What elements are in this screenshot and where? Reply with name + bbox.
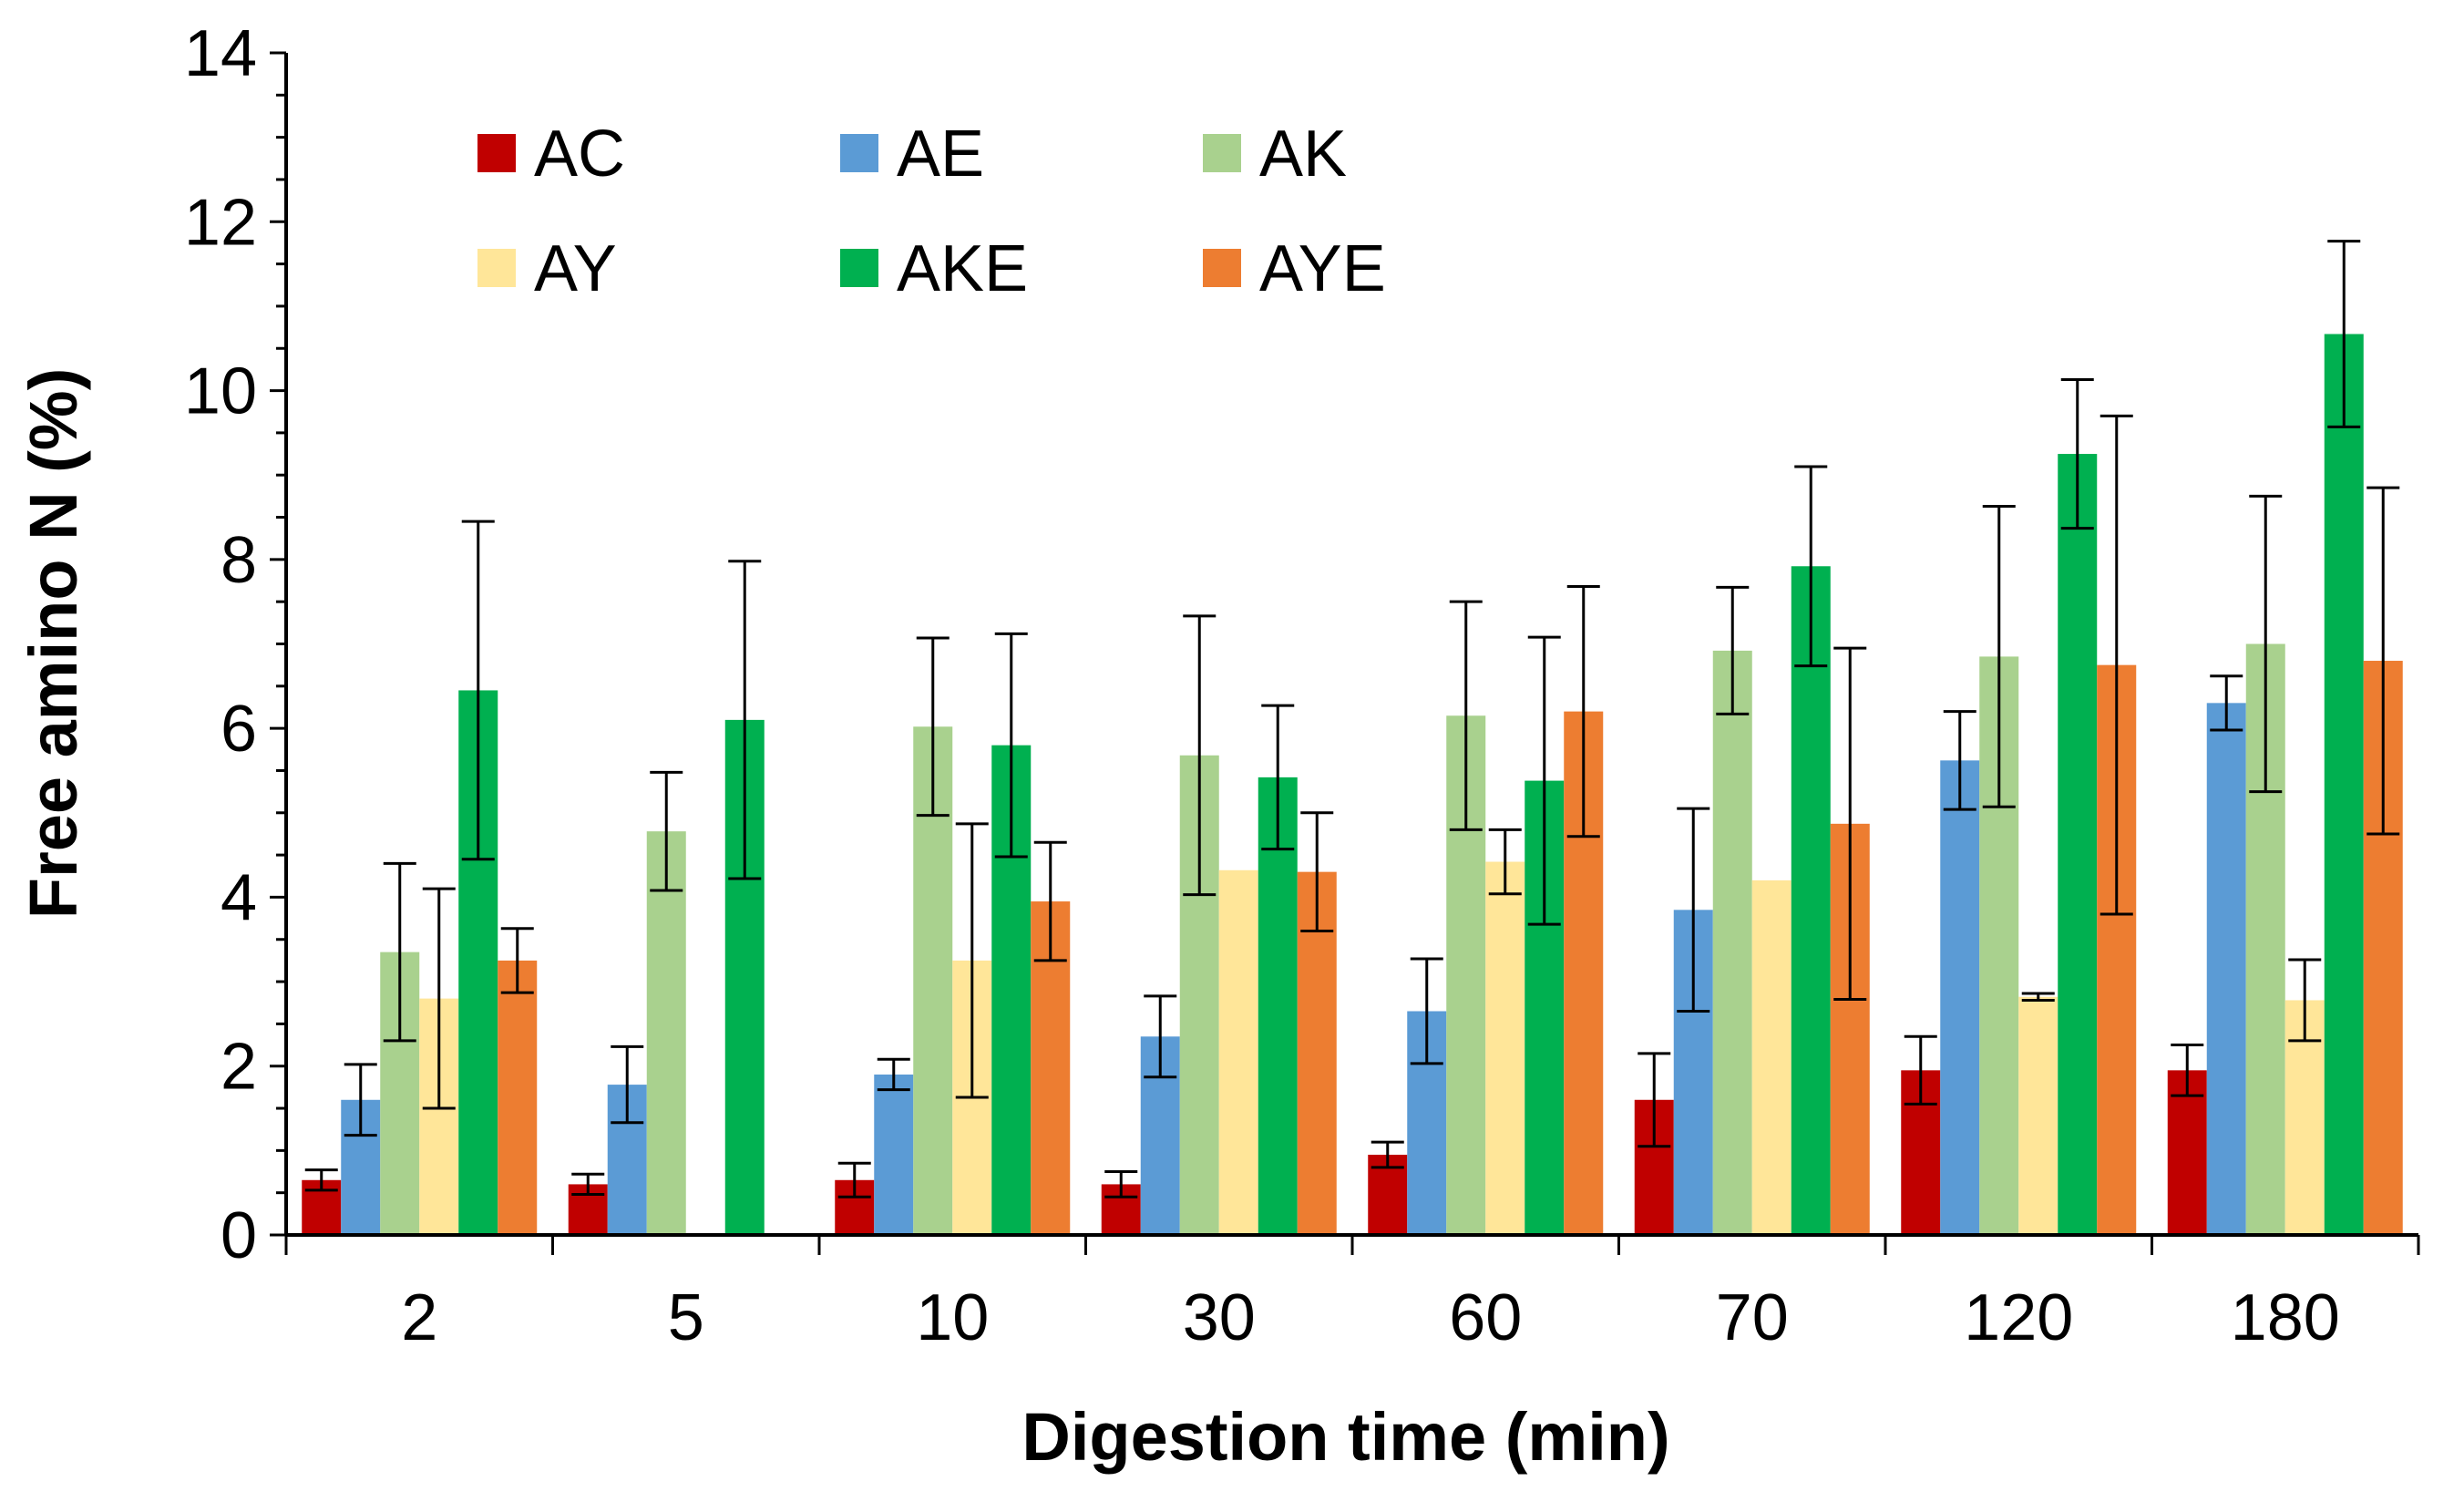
y-axis-ticks: 0 2 4 6 8 10 12 14 [184,17,286,1272]
x-tick-label: 2 [401,1281,437,1354]
x-tick-label: 60 [1449,1281,1522,1354]
bar-aye [1297,871,1337,1235]
legend-label-ac: AC [534,118,625,190]
legend-swatch-ae [840,134,878,172]
bar-ay [2018,996,2058,1235]
legend-label-ae: AE [897,118,984,190]
bar-ae [874,1074,914,1235]
y-tick-label: 0 [221,1199,257,1272]
bar-ae [1940,760,1980,1235]
bar-ay [1751,880,1792,1235]
legend-swatch-ak [1203,134,1241,172]
legend-label-ake: AKE [897,232,1028,305]
bar-ake [1258,777,1298,1235]
bar-ak [646,831,686,1235]
legend-label-ay: AY [534,232,617,305]
y-tick-label: 14 [184,17,257,90]
y-tick-label: 12 [184,186,257,259]
x-axis-ticks: 2 5 10 30 60 70 120 180 [284,1235,2420,1354]
legend-label-aye: AYE [1259,232,1386,305]
legend: AC AE AK AY AKE AYE [477,118,1386,305]
y-axis-title: Free amino N (%) [15,368,91,919]
error-bars-layer [304,240,2400,1199]
bar-ake [2058,454,2098,1235]
bar-ake [1791,566,1831,1235]
y-tick-label: 2 [221,1031,257,1104]
x-tick-label: 10 [916,1281,989,1354]
legend-label-ak: AK [1259,118,1347,190]
y-tick-label: 8 [221,524,257,597]
bar-ac [2167,1070,2207,1235]
x-tick-label: 30 [1183,1281,1256,1354]
y-tick-label: 4 [221,861,257,934]
legend-swatch-ac [477,134,516,172]
bar-aye [498,960,538,1235]
x-tick-label: 180 [2231,1281,2340,1354]
x-tick-label: 120 [1964,1281,2073,1354]
legend-swatch-ay [477,249,516,287]
x-axis-title: Digestion time (min) [1022,1399,1669,1475]
legend-swatch-ake [840,249,878,287]
bar-ay [1218,869,1258,1235]
x-tick-label: 5 [668,1281,704,1354]
bar-ak [1712,650,1752,1235]
bar-ake [2324,334,2364,1235]
bar-ay [1485,861,1525,1235]
bars-layer [302,334,2403,1235]
y-tick-label: 6 [221,693,257,766]
x-tick-label: 70 [1716,1281,1789,1354]
bar-ae [2206,703,2246,1235]
y-tick-label: 10 [184,355,257,428]
legend-swatch-aye [1203,249,1241,287]
